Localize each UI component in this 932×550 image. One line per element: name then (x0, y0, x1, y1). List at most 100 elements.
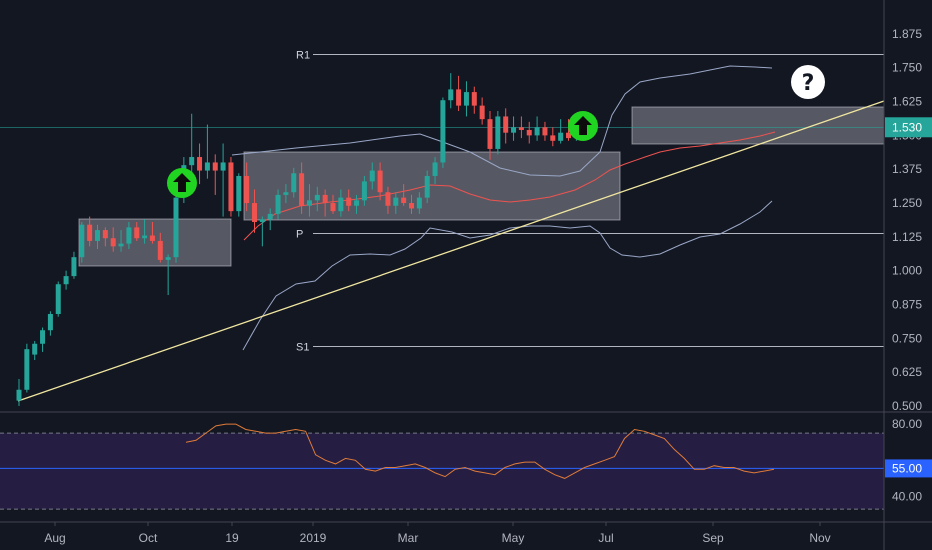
candle[interactable] (63, 270, 69, 290)
candle[interactable] (463, 81, 469, 117)
candle[interactable] (95, 224, 100, 250)
candle[interactable] (189, 113, 195, 176)
candle-body (24, 349, 30, 390)
oscillator-current-badge: 55.00 (885, 459, 932, 478)
candle[interactable] (142, 219, 148, 244)
time-tick-label: Aug (44, 531, 65, 545)
candle[interactable] (495, 111, 501, 155)
candle-body (479, 105, 485, 120)
candle[interactable] (534, 116, 540, 141)
price-tick-label: 1.375 (892, 162, 922, 176)
candle-body (165, 257, 171, 260)
candle[interactable] (102, 227, 108, 247)
candle[interactable] (79, 221, 85, 263)
consolidation-box[interactable] (243, 151, 621, 221)
candle[interactable] (252, 189, 257, 233)
candle[interactable] (16, 378, 22, 406)
candle[interactable] (542, 121, 548, 141)
candle[interactable] (471, 86, 477, 114)
candle[interactable] (149, 221, 155, 244)
candle[interactable] (134, 221, 140, 241)
candle[interactable] (24, 343, 30, 393)
price-tick-label: 0.500 (892, 399, 922, 413)
candle[interactable] (346, 189, 352, 212)
candle[interactable] (518, 116, 524, 139)
candle[interactable] (212, 154, 218, 195)
candle[interactable] (377, 162, 383, 201)
candle-body (448, 89, 454, 101)
candle[interactable] (338, 189, 344, 217)
candle[interactable] (47, 311, 53, 336)
candle[interactable] (236, 173, 242, 217)
candle[interactable] (322, 189, 328, 217)
candle[interactable] (361, 175, 367, 206)
candle[interactable] (197, 143, 203, 185)
candle[interactable] (511, 116, 517, 141)
candle[interactable] (126, 221, 132, 250)
candle[interactable] (456, 75, 462, 112)
oscillator-tick-label: 40.00 (892, 489, 922, 503)
candle[interactable] (228, 157, 234, 217)
candle-body (55, 284, 61, 314)
candle[interactable] (526, 121, 532, 144)
candle[interactable] (424, 170, 430, 204)
candle[interactable] (314, 186, 320, 212)
price-axis[interactable]: 1.8751.7501.6251.5001.3751.2501.1251.000… (885, 27, 932, 413)
candle[interactable] (32, 341, 38, 360)
candle[interactable] (87, 216, 93, 247)
candle[interactable] (432, 157, 438, 185)
candle[interactable] (71, 251, 77, 279)
candle[interactable] (267, 208, 273, 231)
candle[interactable] (440, 97, 446, 168)
time-tick-label: 2019 (300, 531, 327, 545)
candle[interactable] (448, 73, 454, 109)
candle[interactable] (550, 127, 556, 147)
main-pane[interactable]: R1 P S1 ? (0, 50, 885, 407)
candle[interactable] (299, 162, 305, 214)
candle-body (463, 92, 469, 106)
trend-line[interactable] (17, 100, 885, 402)
candle-body (118, 243, 124, 247)
candle[interactable] (393, 192, 399, 214)
candle[interactable] (259, 216, 265, 247)
trend-line-group[interactable] (17, 100, 885, 402)
candle[interactable] (291, 167, 297, 198)
candle[interactable] (385, 186, 391, 214)
candle[interactable] (401, 184, 407, 206)
candle[interactable] (220, 143, 226, 217)
oscillator-pane[interactable] (0, 423, 884, 510)
candle[interactable] (118, 230, 124, 252)
candle[interactable] (283, 184, 289, 204)
consolidation-box[interactable] (78, 218, 232, 267)
consolidation-box[interactable] (631, 106, 885, 145)
candle[interactable] (40, 327, 46, 352)
candle[interactable] (165, 254, 171, 296)
oscillator-axis[interactable]: 80.00 40.00 55.00 (885, 417, 932, 503)
candle[interactable] (55, 281, 61, 317)
candle-body (456, 89, 462, 106)
time-tick-label: Jul (598, 531, 613, 545)
candle[interactable] (558, 119, 564, 144)
candle[interactable] (204, 124, 210, 179)
candle-body (416, 197, 422, 209)
candle[interactable] (244, 162, 250, 212)
candle[interactable] (354, 194, 360, 214)
question-mark-icon: ? (802, 71, 815, 96)
candle[interactable] (416, 192, 422, 214)
candle-body (401, 197, 407, 204)
candle[interactable] (275, 189, 281, 220)
candle[interactable] (409, 194, 414, 214)
candle[interactable] (306, 184, 312, 217)
time-axis[interactable]: Aug Oct 19 2019 Mar May Jul Sep Nov (44, 522, 831, 545)
candle[interactable] (330, 194, 336, 214)
candle[interactable] (479, 97, 485, 125)
candle[interactable] (157, 232, 163, 263)
candle-body (542, 127, 548, 136)
candle[interactable] (503, 108, 509, 144)
candle[interactable] (487, 111, 493, 160)
price-tick-label: 1.750 (892, 61, 922, 75)
candle[interactable] (110, 227, 116, 252)
candle[interactable] (369, 162, 375, 190)
candle-body (71, 257, 77, 277)
candle[interactable] (173, 194, 179, 263)
